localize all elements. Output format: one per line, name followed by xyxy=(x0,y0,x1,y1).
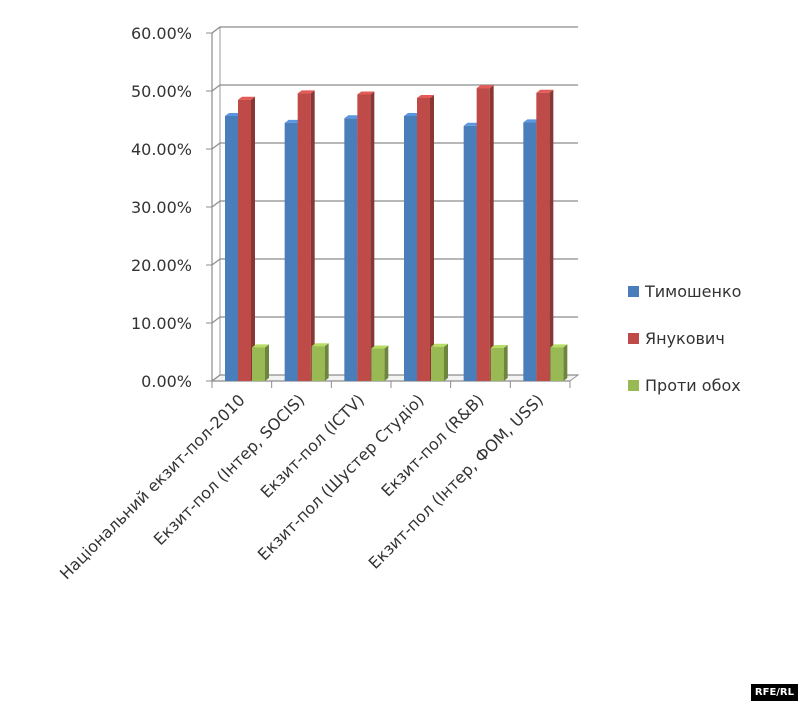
legend-swatch xyxy=(628,333,639,344)
y-tick-label: 30.00% xyxy=(131,198,192,217)
legend-item: Тимошенко xyxy=(628,282,741,301)
gridline xyxy=(211,258,578,266)
bar xyxy=(431,343,448,381)
bar xyxy=(371,345,389,381)
x-tick-label: Екзит-пол (R&B) xyxy=(377,390,487,500)
legend-swatch xyxy=(628,380,639,391)
gridline xyxy=(211,374,578,382)
bar xyxy=(417,94,434,382)
legend-item: Янукович xyxy=(628,329,725,348)
y-tick-label: 0.00% xyxy=(141,372,192,391)
bar xyxy=(297,90,315,381)
y-tick-label: 10.00% xyxy=(131,314,192,333)
bar xyxy=(490,344,508,381)
y-tick-label: 50.00% xyxy=(131,82,192,101)
source-credit: RFE/RL xyxy=(750,684,798,701)
bar xyxy=(476,85,494,381)
gridline xyxy=(211,142,578,150)
legend-label: Янукович xyxy=(645,329,725,348)
y-tick-label: 40.00% xyxy=(131,140,192,159)
bar xyxy=(536,89,554,382)
bar xyxy=(357,91,375,381)
gridline xyxy=(211,200,578,208)
x-tick-label: Екзит-пол (ICTV) xyxy=(257,390,368,501)
y-tick-label: 60.00% xyxy=(131,24,192,43)
legend-label: Тимошенко xyxy=(644,282,741,301)
bar xyxy=(252,344,269,381)
gridline xyxy=(211,84,578,92)
legend-item: Проти обох xyxy=(628,376,741,395)
legend-swatch xyxy=(628,286,639,297)
gridline xyxy=(211,316,578,324)
bar xyxy=(550,344,568,381)
y-tick-label: 20.00% xyxy=(131,256,192,275)
bar xyxy=(238,96,255,381)
gridline xyxy=(211,26,578,34)
legend-label: Проти обох xyxy=(645,376,741,395)
bar xyxy=(311,343,329,381)
